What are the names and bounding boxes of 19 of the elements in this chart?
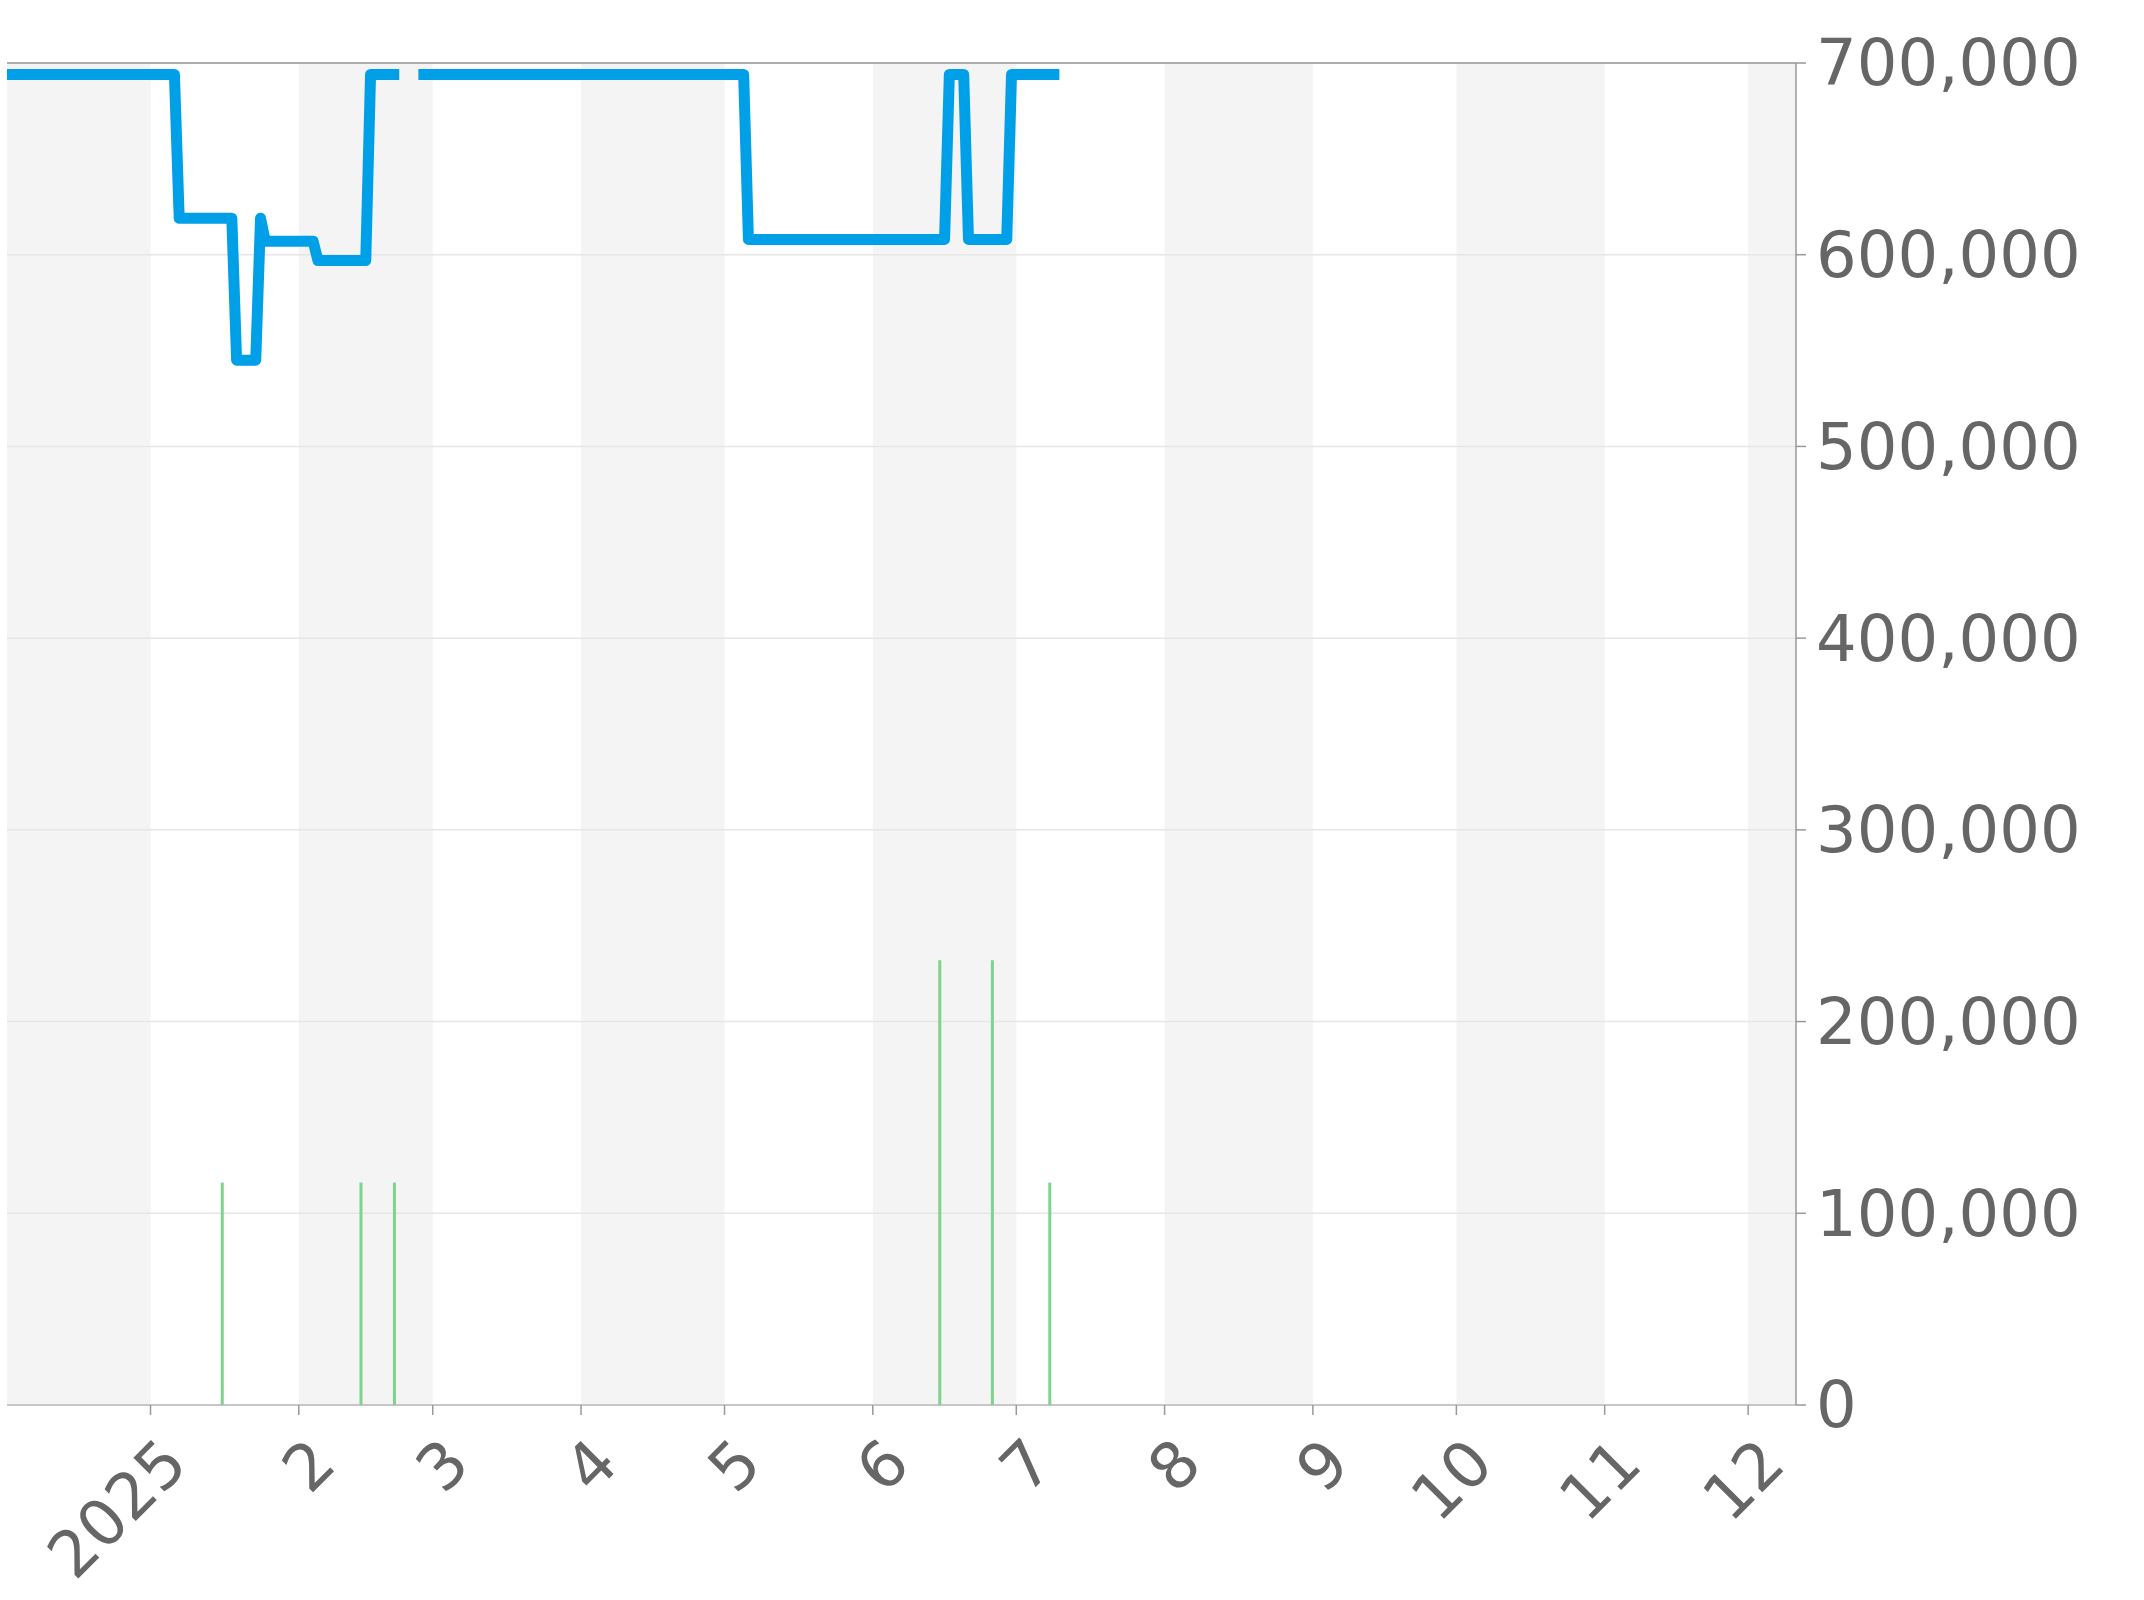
y-tick-label: 0 (1816, 1368, 1857, 1443)
y-tick-label: 400,000 (1816, 601, 2081, 676)
x-tick-label: 12 (1688, 1424, 1799, 1535)
y-tick-label: 600,000 (1816, 218, 2081, 293)
y-tick-label: 500,000 (1816, 409, 2081, 484)
y-tick-label: 300,000 (1816, 793, 2081, 868)
x-tick-label: 2 (267, 1424, 350, 1507)
y-tick-label: 700,000 (1816, 26, 2081, 101)
x-tick-label: 8 (1133, 1424, 1215, 1507)
x-tick-label: 5 (693, 1424, 775, 1507)
x-tick-label: 11 (1545, 1424, 1655, 1535)
x-tick-label: 6 (841, 1424, 924, 1507)
y-tick-label: 100,000 (1816, 1176, 2081, 1251)
x-tick-label: 9 (1282, 1424, 1364, 1507)
x-tick-label: 7 (985, 1424, 1067, 1507)
x-tick-label: 4 (550, 1424, 632, 1507)
y-tick-label: 200,000 (1816, 984, 2081, 1059)
x-tick-label: 10 (1396, 1424, 1507, 1535)
x-tick-label: 3 (401, 1424, 484, 1507)
